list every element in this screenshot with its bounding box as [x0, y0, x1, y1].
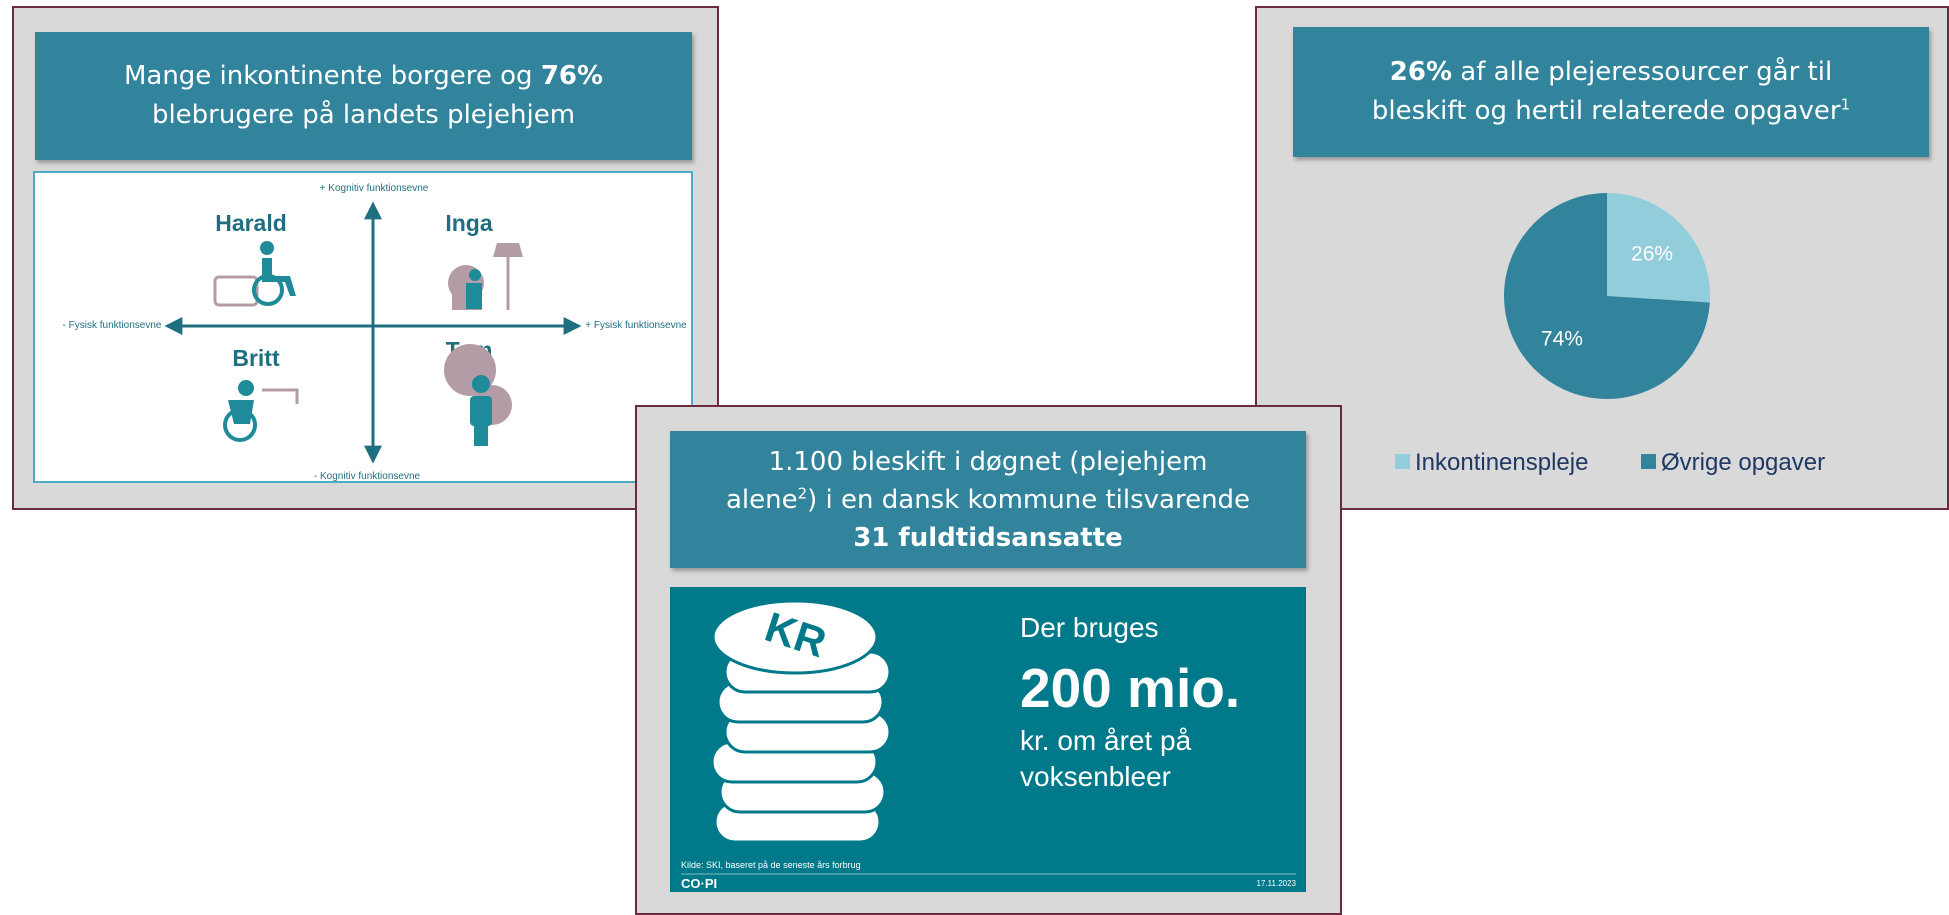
legend: Inkontinenspleje Øvrige opgaver — [1395, 449, 1825, 476]
logo: CO·PI — [681, 876, 717, 891]
title-line: 1.100 bleskift i døgnet (plejehjem — [670, 443, 1306, 481]
title-text: 31 fuldtidsansatte — [853, 523, 1123, 553]
persona-name: Inga — [445, 210, 492, 236]
title-line: alene2) i en dansk kommune tilsvarende — [670, 481, 1306, 519]
title-text: bleskift og hertil relaterede opgaver — [1372, 96, 1841, 126]
title-text: ) i en dansk kommune tilsvarende — [807, 485, 1250, 515]
axis-label: - Fysisk funktionsevne — [63, 320, 162, 331]
title-line: bleskift og hertil relaterede opgaver1 — [1293, 92, 1929, 131]
data-label: 26% — [1631, 243, 1673, 266]
persona-name: Harald — [215, 210, 287, 236]
axis-label: + Kognitiv funktionsevne — [320, 183, 429, 194]
slide-text: voksenbleer — [1020, 761, 1171, 792]
title-line: 31 fuldtidsansatte — [670, 519, 1306, 557]
axis-label: + Fysisk funktionsevne — [585, 320, 687, 331]
pie: 26% 74% — [1504, 193, 1710, 399]
legend-swatch — [1641, 454, 1656, 469]
slide-text: kr. om året på — [1020, 725, 1192, 756]
title-text: alene — [726, 485, 798, 515]
title-line: 26% af alle plejeressourcer går til — [1293, 53, 1929, 92]
source: Kilde: SKI, baseret på de seneste års fo… — [681, 860, 861, 870]
superscript: 2 — [798, 484, 808, 502]
right-title: 26% af alle plejeressourcer går til bles… — [1293, 27, 1929, 157]
legend-label: Øvrige opgaver — [1661, 449, 1825, 476]
legend-swatch — [1395, 454, 1410, 469]
title-text: 26% — [1390, 57, 1452, 87]
date: 17.11.2023 — [1257, 879, 1297, 888]
title-text: af alle plejeressourcer går til — [1452, 57, 1832, 87]
page: Mange inkontinente borgere og 76% blebru… — [0, 0, 1949, 907]
superscript: 1 — [1841, 95, 1851, 113]
center-title: 1.100 bleskift i døgnet (plejehjem alene… — [670, 431, 1306, 568]
persona-name: Britt — [232, 345, 280, 371]
slide-text: Der bruges — [1020, 612, 1159, 643]
title-text: 1.100 bleskift i døgnet (plejehjem — [769, 447, 1208, 477]
legend-label: Inkontinenspleje — [1415, 449, 1588, 476]
coin-slide: KR Der bruges 200 mio. kr. om året på vo… — [670, 587, 1306, 892]
axis-label: - Kognitiv funktionsevne — [314, 471, 421, 482]
slide-highlight: 200 mio. — [1020, 657, 1240, 719]
data-label: 74% — [1541, 327, 1583, 350]
